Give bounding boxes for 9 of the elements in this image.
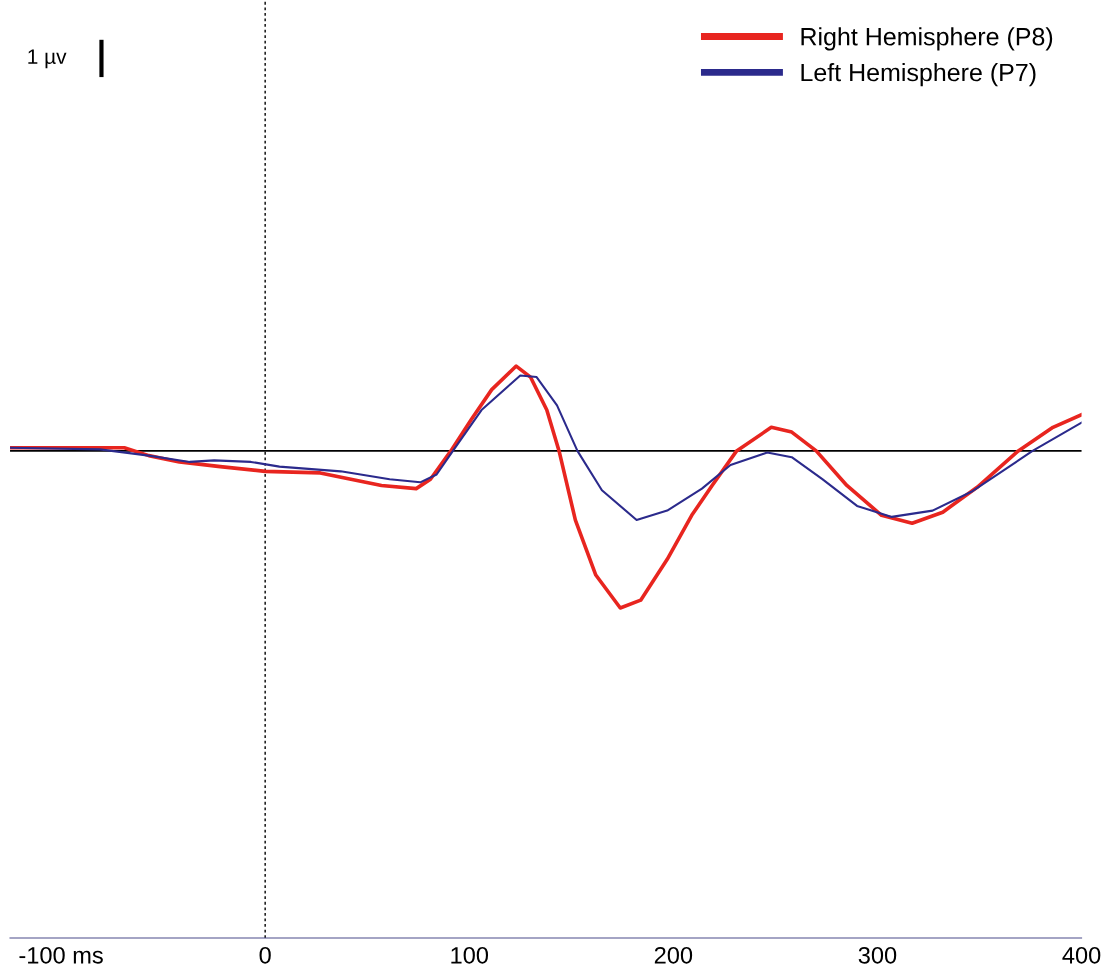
legend-label: Right Hemisphere (P8)	[801, 27, 1053, 51]
x-tick-label: 300	[858, 946, 897, 964]
text: 1 µv	[28, 49, 67, 69]
x-tick-label: 400	[1062, 946, 1101, 964]
x-tick-label: -100 ms	[19, 946, 103, 964]
x-tick-label: 100	[451, 946, 489, 964]
x-tick-label: 200	[654, 946, 693, 964]
x-tick-label: 0	[259, 946, 271, 964]
legend-label: Left Hemisphere (P7)	[801, 62, 1036, 87]
